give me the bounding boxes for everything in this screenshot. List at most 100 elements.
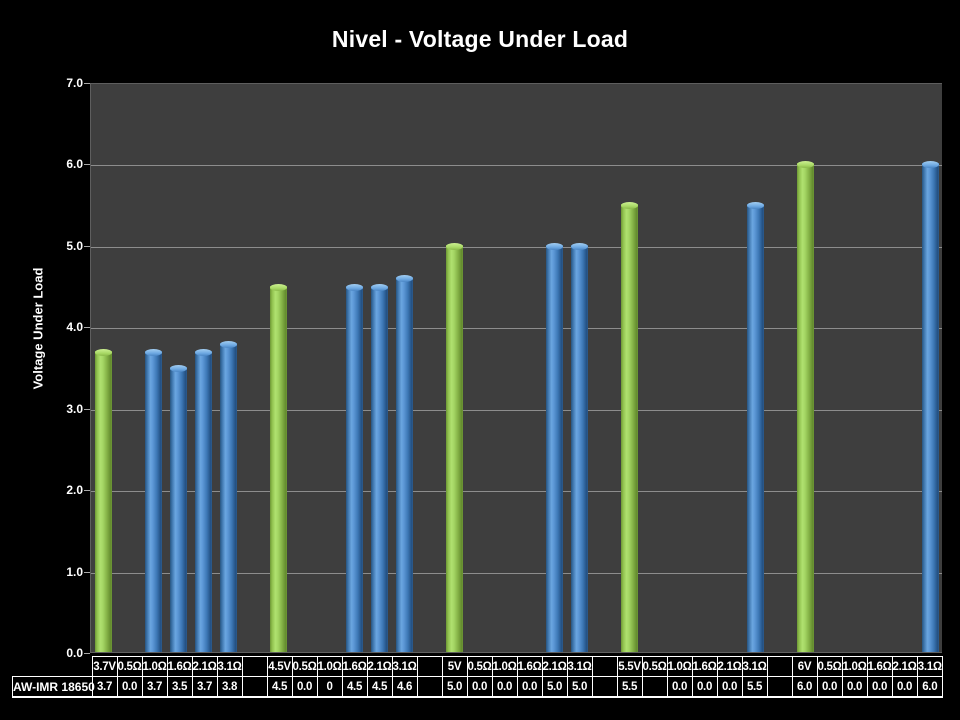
category-cell: 0.5Ω	[291, 656, 318, 677]
y-tick-label: 3.0	[66, 401, 83, 416]
value-cell: 3.5	[166, 676, 193, 698]
gridline	[91, 491, 942, 493]
category-cell: 1.6Ω	[341, 656, 368, 677]
category-cell: 3.7V	[91, 656, 118, 677]
category-cell: 3.1Ω	[741, 656, 768, 677]
load-reading-bar	[395, 275, 413, 652]
y-tick-mark	[84, 164, 90, 166]
value-cell	[241, 676, 268, 698]
chart-title: Nivel - Voltage Under Load	[331, 26, 629, 52]
value-cell: 0.0	[716, 676, 743, 698]
load-reading-bar	[220, 340, 238, 652]
category-cell: 3.1Ω	[391, 656, 418, 677]
value-cell: 0	[316, 676, 343, 698]
category-cell: 3.1Ω	[216, 656, 243, 677]
value-cell: 5.0	[541, 676, 568, 698]
plot-area	[90, 83, 942, 653]
value-cell: 3.7	[141, 676, 168, 698]
value-cell: 3.8	[216, 676, 243, 698]
category-cell: 0.5Ω	[466, 656, 493, 677]
value-cell: 0.0	[816, 676, 843, 698]
value-cell	[766, 676, 793, 698]
load-reading-bar	[145, 348, 163, 652]
y-tick-mark	[84, 490, 90, 492]
category-cell: 1.6Ω	[166, 656, 193, 677]
category-cell: 1.0Ω	[666, 656, 693, 677]
voltage-level-bar	[270, 283, 288, 652]
value-cell: 3.7	[91, 676, 118, 698]
load-reading-bar	[921, 161, 939, 652]
y-tick-label: 5.0	[66, 238, 83, 253]
y-tick-label: 7.0	[66, 76, 83, 90]
load-reading-bar	[195, 348, 213, 652]
y-tick-label: 1.0	[66, 564, 83, 579]
value-cell: 0.0	[666, 676, 693, 698]
load-reading-bar	[345, 283, 363, 652]
category-cell: 1.0Ω	[841, 656, 868, 677]
category-cell: 2.1Ω	[891, 656, 918, 677]
category-cell: 1.6Ω	[691, 656, 718, 677]
category-cell: 5V	[441, 656, 468, 677]
category-cell: 0.5Ω	[116, 656, 143, 677]
load-reading-bar	[571, 242, 589, 652]
category-cell: 0.5Ω	[816, 656, 843, 677]
value-cell: 0.0	[891, 676, 918, 698]
value-cell: 0.0	[116, 676, 143, 698]
category-cell: 6V	[791, 656, 818, 677]
gridline	[91, 165, 942, 167]
y-tick-label: 4.0	[66, 320, 83, 335]
value-cell: 0.0	[516, 676, 543, 698]
y-tick-mark	[84, 83, 90, 84]
value-cell	[416, 676, 443, 698]
value-cell: 4.5	[341, 676, 368, 698]
value-cell: 0.0	[466, 676, 493, 698]
category-row: 3.7V 0.5Ω 1.0Ω 1.6Ω 2.1Ω 3.1Ω 4.5V 0.5Ω 1.0Ω 1.6Ω…	[13, 656, 943, 677]
category-cell: 3.1Ω	[566, 656, 593, 677]
y-tick-mark	[84, 408, 90, 410]
value-cell: 5.0	[441, 676, 468, 698]
category-cell: 0.5Ω	[641, 656, 668, 677]
value-cell: 0.0	[291, 676, 318, 698]
table-corner-blank	[13, 657, 93, 677]
value-cell: 5.5	[741, 676, 768, 698]
category-cell: 1.6Ω	[866, 656, 893, 677]
series-row-header: AW-IMR 18650	[12, 676, 95, 698]
category-cell: 1.6Ω	[516, 656, 543, 677]
value-cell: 0.0	[491, 676, 518, 698]
data-table: 3.7V 0.5Ω 1.0Ω 1.6Ω 2.1Ω 3.1Ω 4.5V 0.5Ω 1.0Ω 1.6Ω…	[12, 656, 943, 698]
gridline	[91, 572, 942, 574]
load-reading-bar	[370, 283, 388, 652]
load-reading-bar	[170, 365, 188, 652]
value-cell: 4.5	[366, 676, 393, 698]
value-cell: 0.0	[841, 676, 868, 698]
category-cell: 1.0Ω	[491, 656, 518, 677]
category-cell	[416, 656, 443, 677]
gridline	[91, 328, 942, 330]
category-cell: 5.5V	[616, 656, 643, 677]
value-cell: 4.5	[266, 676, 293, 698]
voltage-level-bar	[445, 242, 463, 652]
category-cell: 3.1Ω	[916, 656, 943, 677]
voltage-level-bar	[796, 161, 814, 652]
category-cell: 2.1Ω	[541, 656, 568, 677]
value-cell: 0.0	[866, 676, 893, 698]
y-tick-label: 0.0	[66, 646, 83, 660]
category-cell: 1.0Ω	[141, 656, 168, 677]
category-cell	[241, 656, 268, 677]
y-tick-mark	[84, 327, 90, 329]
value-cell: 5.0	[566, 676, 593, 698]
category-cell: 1.0Ω	[316, 656, 343, 677]
value-cell: 6.0	[916, 676, 943, 698]
value-cell: 6.0	[791, 676, 818, 698]
category-cell: 2.1Ω	[366, 656, 393, 677]
y-tick-mark	[84, 571, 90, 573]
value-cell: 0.0	[691, 676, 718, 698]
value-cell	[641, 676, 668, 698]
y-tick-mark	[84, 653, 90, 654]
category-cell	[591, 656, 618, 677]
value-cell: 5.5	[616, 676, 643, 698]
voltage-level-bar	[95, 348, 113, 652]
gridline	[91, 409, 942, 411]
category-cell: 2.1Ω	[716, 656, 743, 677]
